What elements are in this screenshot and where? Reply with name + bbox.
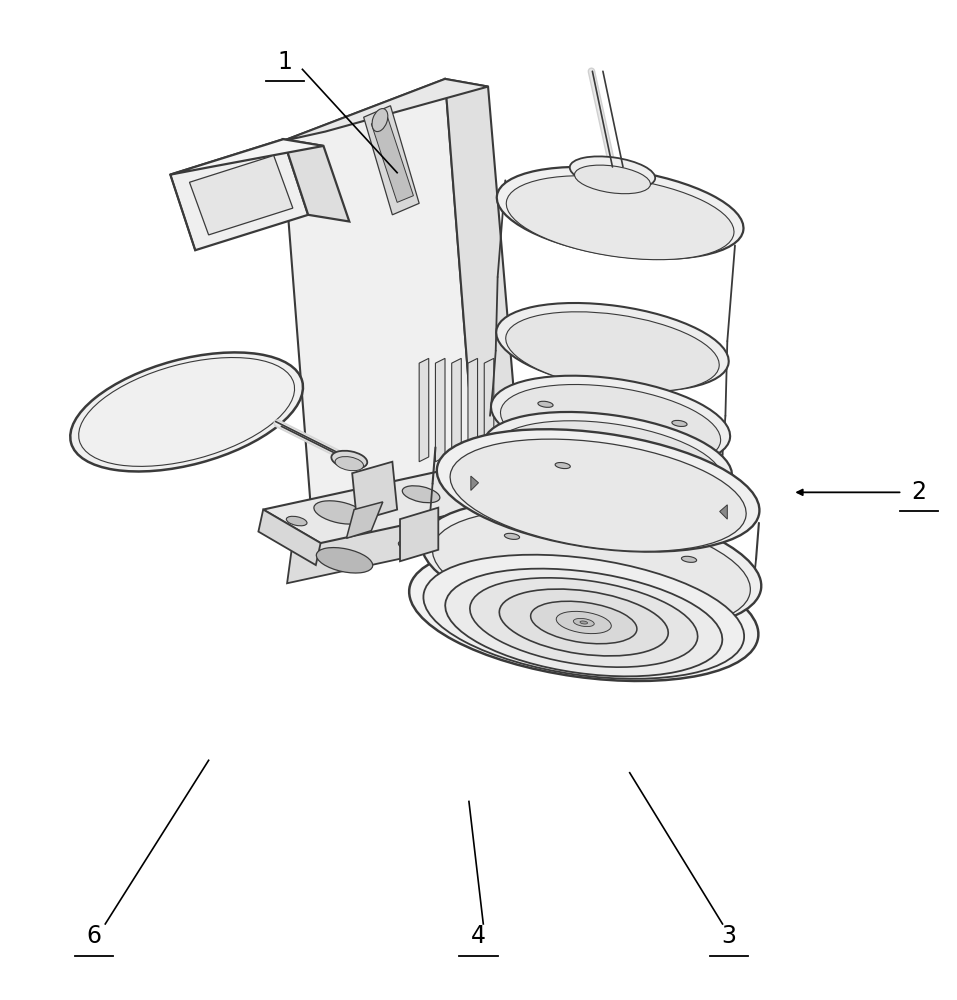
- Text: 3: 3: [722, 924, 737, 948]
- Ellipse shape: [573, 618, 594, 627]
- Polygon shape: [419, 358, 429, 462]
- Text: 6: 6: [86, 924, 101, 948]
- Polygon shape: [258, 510, 321, 565]
- Polygon shape: [471, 476, 478, 490]
- Ellipse shape: [501, 384, 721, 468]
- Ellipse shape: [504, 533, 520, 539]
- Ellipse shape: [422, 500, 761, 630]
- Polygon shape: [282, 79, 478, 572]
- Ellipse shape: [314, 501, 366, 524]
- Ellipse shape: [491, 376, 730, 467]
- Ellipse shape: [470, 578, 698, 667]
- Ellipse shape: [331, 451, 367, 469]
- Ellipse shape: [497, 303, 728, 391]
- Polygon shape: [263, 438, 651, 543]
- Ellipse shape: [433, 510, 750, 630]
- Ellipse shape: [506, 176, 734, 260]
- Polygon shape: [189, 155, 293, 235]
- Ellipse shape: [372, 109, 388, 132]
- Ellipse shape: [423, 555, 745, 679]
- Polygon shape: [352, 462, 397, 521]
- Ellipse shape: [556, 611, 612, 634]
- Polygon shape: [484, 358, 494, 462]
- Ellipse shape: [335, 457, 364, 471]
- Ellipse shape: [681, 556, 697, 562]
- Polygon shape: [287, 498, 522, 583]
- Ellipse shape: [569, 156, 656, 189]
- Ellipse shape: [286, 516, 307, 526]
- Ellipse shape: [580, 621, 588, 624]
- Polygon shape: [589, 438, 651, 493]
- Ellipse shape: [505, 312, 720, 392]
- Polygon shape: [400, 508, 438, 561]
- Text: 1: 1: [278, 50, 293, 74]
- Polygon shape: [364, 106, 419, 215]
- Polygon shape: [282, 79, 488, 141]
- Ellipse shape: [538, 401, 553, 407]
- Ellipse shape: [500, 589, 668, 656]
- Polygon shape: [346, 502, 383, 538]
- Polygon shape: [435, 358, 445, 462]
- Ellipse shape: [497, 167, 744, 259]
- Ellipse shape: [445, 569, 723, 676]
- Polygon shape: [452, 358, 461, 462]
- Polygon shape: [468, 358, 478, 462]
- Ellipse shape: [70, 352, 303, 471]
- Ellipse shape: [410, 545, 758, 681]
- Ellipse shape: [672, 420, 687, 426]
- Ellipse shape: [530, 601, 637, 644]
- Polygon shape: [170, 139, 323, 175]
- Polygon shape: [445, 79, 524, 517]
- Polygon shape: [720, 505, 727, 519]
- Ellipse shape: [450, 439, 746, 551]
- Ellipse shape: [555, 463, 570, 469]
- Text: 2: 2: [911, 480, 926, 504]
- Text: 4: 4: [471, 924, 486, 948]
- Polygon shape: [371, 117, 413, 202]
- Ellipse shape: [398, 540, 425, 552]
- Ellipse shape: [493, 421, 723, 508]
- Ellipse shape: [574, 165, 651, 194]
- Ellipse shape: [436, 429, 760, 552]
- Polygon shape: [283, 139, 349, 222]
- Polygon shape: [170, 139, 308, 250]
- Ellipse shape: [317, 548, 372, 573]
- Ellipse shape: [483, 412, 732, 508]
- Ellipse shape: [402, 486, 440, 503]
